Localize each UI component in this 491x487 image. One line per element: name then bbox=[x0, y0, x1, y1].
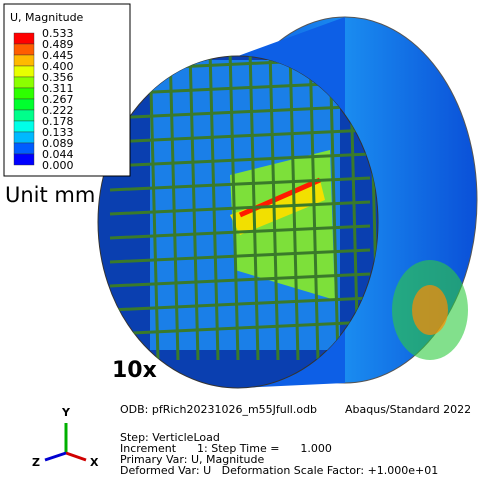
info: ODB: pfRich20231026_m55Jfull.odb Abaqus/… bbox=[120, 403, 471, 477]
legend-swatch bbox=[14, 66, 34, 77]
axis-x-label: X bbox=[90, 456, 99, 469]
solver: Abaqus/Standard 2022 bbox=[345, 403, 471, 416]
odb: ODB: pfRich20231026_m55Jfull.odb bbox=[120, 403, 317, 416]
legend-swatch bbox=[14, 33, 34, 44]
screenshot: U, Magnitude 0.5330.4890.4450.4000.3560.… bbox=[0, 0, 491, 487]
legend: U, Magnitude 0.5330.4890.4450.4000.3560.… bbox=[4, 4, 130, 176]
axis-x bbox=[66, 453, 86, 460]
legend-swatch bbox=[14, 99, 34, 110]
legend-swatch bbox=[14, 143, 34, 154]
legend-swatch bbox=[14, 77, 34, 88]
legend-swatch bbox=[14, 44, 34, 55]
viewport: U, Magnitude 0.5330.4890.4450.4000.3560.… bbox=[0, 0, 491, 487]
legend-title: U, Magnitude bbox=[10, 11, 84, 24]
legend-swatch bbox=[14, 110, 34, 121]
legend-swatch bbox=[14, 132, 34, 143]
axis-z bbox=[45, 453, 66, 460]
triad: Y Z X bbox=[32, 406, 99, 469]
axis-y-label: Y bbox=[61, 406, 71, 419]
unit-label: Unit mm bbox=[5, 183, 95, 207]
legend-value: 0.000 bbox=[42, 159, 74, 172]
model bbox=[98, 17, 477, 388]
legend-swatch bbox=[14, 88, 34, 99]
scale-label: 10x bbox=[112, 358, 157, 383]
deformed-var: Deformed Var: U Deformation Scale Factor… bbox=[120, 464, 438, 477]
legend-swatch bbox=[14, 121, 34, 132]
axis-z-label: Z bbox=[32, 456, 40, 469]
legend-swatch bbox=[14, 154, 34, 165]
legend-swatch bbox=[14, 55, 34, 66]
side-hotspot-core bbox=[412, 285, 448, 335]
legend-items: 0.5330.4890.4450.4000.3560.3110.2670.222… bbox=[14, 27, 74, 172]
